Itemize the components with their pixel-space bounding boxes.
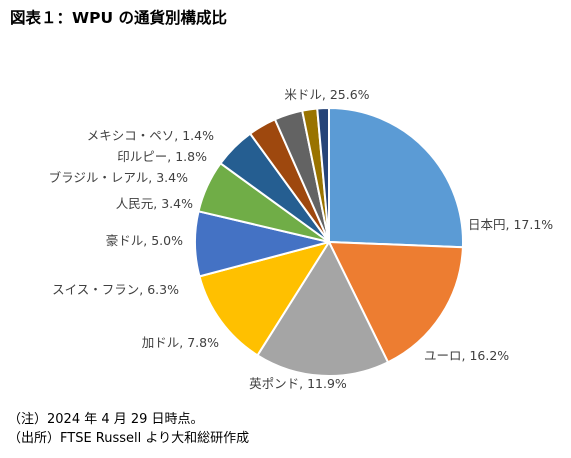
slice-label: メキシコ・ペソ, 1.4% <box>87 128 214 143</box>
slice-label: 人民元, 3.4% <box>116 196 193 211</box>
pie-slice <box>316 107 330 243</box>
pie-slice <box>198 241 330 357</box>
pie-slice <box>328 107 464 249</box>
slice-label: 日本円, 17.1% <box>468 217 553 232</box>
slice-label: 米ドル, 25.6% <box>284 87 369 102</box>
pie-slices <box>194 107 464 377</box>
figure-title: 図表１：WPU の通貨別構成比 <box>10 9 227 27</box>
slice-label: スイス・フラン, 6.3% <box>52 282 179 297</box>
slice-label: 豪ドル, 5.0% <box>106 233 183 248</box>
pie-slice <box>328 241 464 364</box>
slice-label: 英ポンド, 11.9% <box>249 376 347 391</box>
slice-label: ユーロ, 16.2% <box>424 348 509 363</box>
note-date: （注）2024 年 4 月 29 日時点。 <box>8 412 204 427</box>
notes: （注）2024 年 4 月 29 日時点。 （出所）FTSE Russell よ… <box>8 410 249 448</box>
pie-slice <box>256 241 390 377</box>
slice-label: 加ドル, 7.8% <box>142 335 219 350</box>
pie-labels: 米ドル, 25.6% 日本円, 17.1% ユーロ, 16.2% 英ポンド, 11.9… <box>49 87 554 391</box>
note-source: （出所）FTSE Russell より大和総研作成 <box>8 431 250 446</box>
slice-label: 印ルピー, 1.8% <box>117 149 207 164</box>
slice-label: ブラジル・レアル, 3.4% <box>49 170 188 185</box>
